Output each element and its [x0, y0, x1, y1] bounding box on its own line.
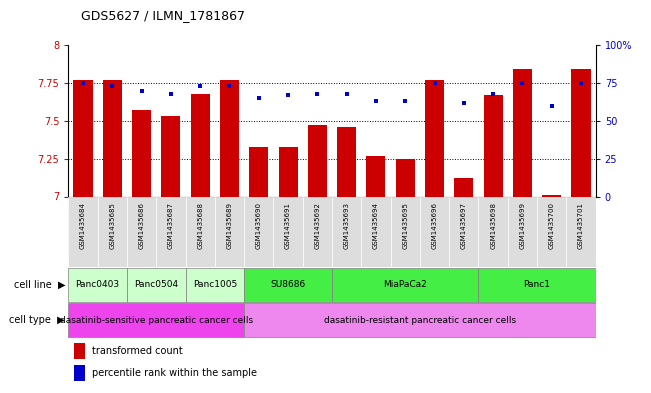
Text: GSM1435684: GSM1435684 — [80, 202, 86, 249]
Bar — [98, 196, 127, 267]
Point — [254, 95, 264, 101]
Point — [195, 83, 206, 89]
Bar — [127, 196, 156, 267]
Text: GSM1435688: GSM1435688 — [197, 202, 203, 249]
Bar — [542, 195, 561, 196]
Point — [458, 99, 469, 106]
Point — [342, 90, 352, 97]
Bar — [191, 94, 210, 196]
Text: dasatinib-resistant pancreatic cancer cells: dasatinib-resistant pancreatic cancer ce… — [324, 316, 516, 325]
Bar — [572, 70, 590, 196]
Point — [224, 83, 235, 89]
Point — [517, 80, 527, 86]
Bar — [244, 196, 273, 267]
Bar — [396, 159, 415, 196]
Text: Panc0504: Panc0504 — [134, 281, 178, 289]
Bar — [308, 125, 327, 196]
Text: GSM1435694: GSM1435694 — [373, 202, 379, 249]
Point — [165, 90, 176, 97]
Bar — [508, 196, 537, 267]
Text: GSM1435687: GSM1435687 — [168, 202, 174, 249]
Bar — [132, 110, 151, 196]
Bar — [361, 196, 391, 267]
Text: GSM1435695: GSM1435695 — [402, 202, 408, 249]
Text: GSM1435699: GSM1435699 — [519, 202, 525, 249]
Bar — [220, 80, 239, 196]
Text: GSM1435685: GSM1435685 — [109, 202, 115, 249]
Text: GSM1435698: GSM1435698 — [490, 202, 496, 249]
Bar — [103, 80, 122, 196]
Point — [547, 103, 557, 109]
Bar — [332, 268, 478, 302]
Text: GSM1435701: GSM1435701 — [578, 202, 584, 249]
Text: transformed count: transformed count — [92, 346, 182, 356]
Text: cell line  ▶: cell line ▶ — [14, 280, 65, 290]
Point — [312, 90, 323, 97]
Text: Panc0403: Panc0403 — [76, 281, 120, 289]
Text: GSM1435693: GSM1435693 — [344, 202, 350, 249]
Bar — [249, 147, 268, 196]
Point — [78, 80, 89, 86]
Bar — [566, 196, 596, 267]
Text: GSM1435692: GSM1435692 — [314, 202, 320, 249]
Point — [488, 90, 499, 97]
Text: GSM1435689: GSM1435689 — [227, 202, 232, 249]
Bar — [279, 147, 298, 196]
Bar — [127, 268, 186, 302]
Point — [137, 87, 147, 94]
Text: GSM1435690: GSM1435690 — [256, 202, 262, 249]
Bar — [478, 268, 596, 302]
Bar — [332, 196, 361, 267]
Text: dasatinib-sensitive pancreatic cancer cells: dasatinib-sensitive pancreatic cancer ce… — [60, 316, 253, 325]
Bar — [74, 343, 85, 359]
Point — [576, 80, 587, 86]
Text: cell type  ▶: cell type ▶ — [10, 315, 65, 325]
Text: GSM1435686: GSM1435686 — [139, 202, 145, 249]
Bar — [420, 196, 449, 267]
Point — [400, 98, 411, 104]
Bar — [215, 196, 244, 267]
Text: Panc1005: Panc1005 — [193, 281, 237, 289]
Point — [107, 83, 117, 89]
Bar — [454, 178, 473, 196]
Bar — [513, 70, 532, 196]
Bar — [367, 156, 385, 196]
Text: Panc1: Panc1 — [523, 281, 551, 289]
Bar — [74, 365, 85, 381]
Text: GSM1435696: GSM1435696 — [432, 202, 437, 249]
Bar — [68, 196, 98, 267]
Text: GDS5627 / ILMN_1781867: GDS5627 / ILMN_1781867 — [81, 9, 245, 22]
Bar — [74, 80, 92, 196]
Point — [283, 92, 293, 98]
Bar — [68, 303, 244, 337]
Bar — [337, 127, 356, 196]
Bar — [161, 116, 180, 196]
Text: GSM1435697: GSM1435697 — [461, 202, 467, 249]
Text: MiaPaCa2: MiaPaCa2 — [383, 281, 427, 289]
Text: GSM1435700: GSM1435700 — [549, 202, 555, 249]
Bar — [186, 268, 244, 302]
Point — [371, 98, 381, 104]
Text: percentile rank within the sample: percentile rank within the sample — [92, 368, 256, 378]
Bar — [425, 80, 444, 196]
Bar — [156, 196, 186, 267]
Bar — [537, 196, 566, 267]
Bar — [186, 196, 215, 267]
Text: SU8686: SU8686 — [270, 281, 306, 289]
Bar — [449, 196, 478, 267]
Bar — [244, 268, 332, 302]
Text: GSM1435691: GSM1435691 — [285, 202, 291, 249]
Bar — [391, 196, 420, 267]
Bar — [273, 196, 303, 267]
Bar — [484, 95, 503, 196]
Bar — [478, 196, 508, 267]
Bar — [244, 303, 596, 337]
Bar — [68, 268, 127, 302]
Point — [430, 80, 440, 86]
Bar — [303, 196, 332, 267]
